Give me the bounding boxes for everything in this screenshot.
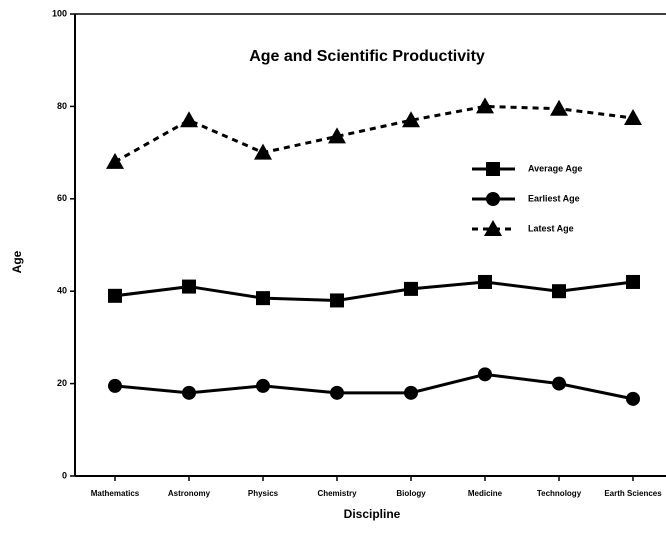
marker	[182, 279, 196, 294]
marker	[404, 385, 418, 400]
series-line	[114, 104, 634, 164]
marker	[478, 367, 492, 382]
marker	[108, 378, 122, 393]
marker	[552, 376, 566, 391]
y-tick-label: 100	[52, 8, 67, 18]
x-tick-label: Medicine	[468, 489, 503, 498]
marker	[624, 108, 642, 125]
marker	[328, 127, 346, 144]
legend-label: Average Age	[528, 163, 582, 173]
legend-marker	[486, 192, 500, 206]
marker	[106, 152, 124, 169]
x-tick-label: Technology	[537, 489, 582, 498]
x-tick-label: Biology	[396, 489, 426, 498]
marker	[550, 99, 568, 116]
x-tick-label: Chemistry	[317, 489, 357, 498]
marker	[330, 293, 344, 308]
legend-marker	[484, 220, 502, 236]
marker	[254, 143, 272, 160]
y-axis-title: Age	[10, 250, 24, 273]
y-tick-label: 0	[62, 470, 67, 480]
legend-label: Earliest Age	[528, 193, 580, 203]
marker	[182, 385, 196, 400]
marker	[478, 274, 492, 289]
x-axis-title: Discipline	[344, 507, 401, 521]
x-tick-label: Earth Sciences	[604, 489, 662, 498]
x-tick-label: Mathematics	[91, 489, 140, 498]
marker	[552, 284, 566, 299]
marker	[402, 111, 420, 128]
y-tick-label: 60	[57, 193, 67, 203]
marker	[626, 274, 640, 289]
marker	[330, 385, 344, 400]
y-tick-label: 80	[57, 101, 67, 111]
series-line	[114, 280, 634, 302]
legend-marker	[486, 162, 500, 176]
marker	[256, 378, 270, 393]
x-tick-label: Astronomy	[168, 489, 211, 498]
chart-title: Age and Scientific Productivity	[249, 48, 485, 65]
marker	[404, 281, 418, 296]
marker	[626, 391, 640, 406]
x-tick-label: Physics	[248, 489, 279, 498]
marker	[108, 288, 122, 303]
legend-label: Latest Age	[528, 223, 574, 233]
y-tick-label: 20	[57, 378, 67, 388]
marker	[256, 291, 270, 306]
marker	[476, 97, 494, 114]
series-line	[114, 372, 634, 401]
y-tick-label: 40	[57, 286, 67, 296]
marker	[180, 111, 198, 128]
